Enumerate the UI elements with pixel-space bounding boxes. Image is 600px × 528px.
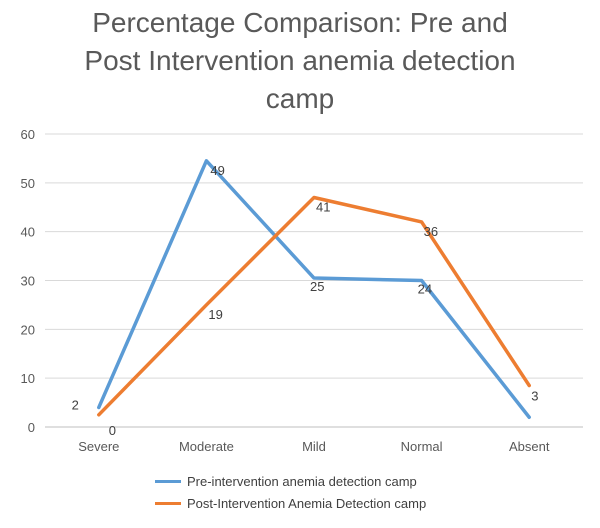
chart-title-line-3: camp <box>265 83 335 114</box>
data-label-post: 36 <box>424 224 438 239</box>
y-tick-label: 0 <box>28 420 35 435</box>
legend-item-post: Post-Intervention Anemia Detection camp <box>155 492 426 514</box>
data-label-pre: 24 <box>418 282 432 297</box>
y-tick-label: 60 <box>21 127 35 142</box>
chart-title-line-1: Percentage Comparison: Pre and <box>92 7 508 38</box>
data-label-pre: 25 <box>310 279 324 294</box>
x-tick-label: Mild <box>302 439 326 454</box>
legend-label-pre: Pre-intervention anemia detection camp <box>187 473 417 489</box>
data-label-post: 3 <box>531 388 538 403</box>
data-label-pre: 49 <box>210 163 224 178</box>
data-label-post: 19 <box>208 307 222 322</box>
x-tick-label: Severe <box>78 439 119 454</box>
series-line-post <box>97 195 531 417</box>
y-tick-label: 40 <box>21 225 35 240</box>
y-tick-label: 10 <box>21 371 35 386</box>
chart-title: Percentage Comparison: Pre and Post Inte… <box>0 4 600 118</box>
legend: Pre-intervention anemia detection camp P… <box>155 470 426 514</box>
chart-title-line-2: Post Intervention anemia detection <box>84 45 516 76</box>
y-tick-label: 20 <box>21 322 35 337</box>
y-tick-label: 50 <box>21 176 35 191</box>
x-tick-label: Normal <box>401 439 443 454</box>
y-tick-label: 30 <box>21 274 35 289</box>
legend-swatch-pre <box>155 479 181 483</box>
data-label-pre: 2 <box>72 397 79 412</box>
data-label-post: 0 <box>109 423 116 438</box>
data-label-post: 41 <box>316 199 330 214</box>
legend-item-pre: Pre-intervention anemia detection camp <box>155 470 426 492</box>
legend-label-post: Post-Intervention Anemia Detection camp <box>187 495 427 511</box>
x-tick-label: Moderate <box>179 439 234 454</box>
x-tick-label: Absent <box>509 439 550 454</box>
legend-swatch-post <box>155 501 181 505</box>
